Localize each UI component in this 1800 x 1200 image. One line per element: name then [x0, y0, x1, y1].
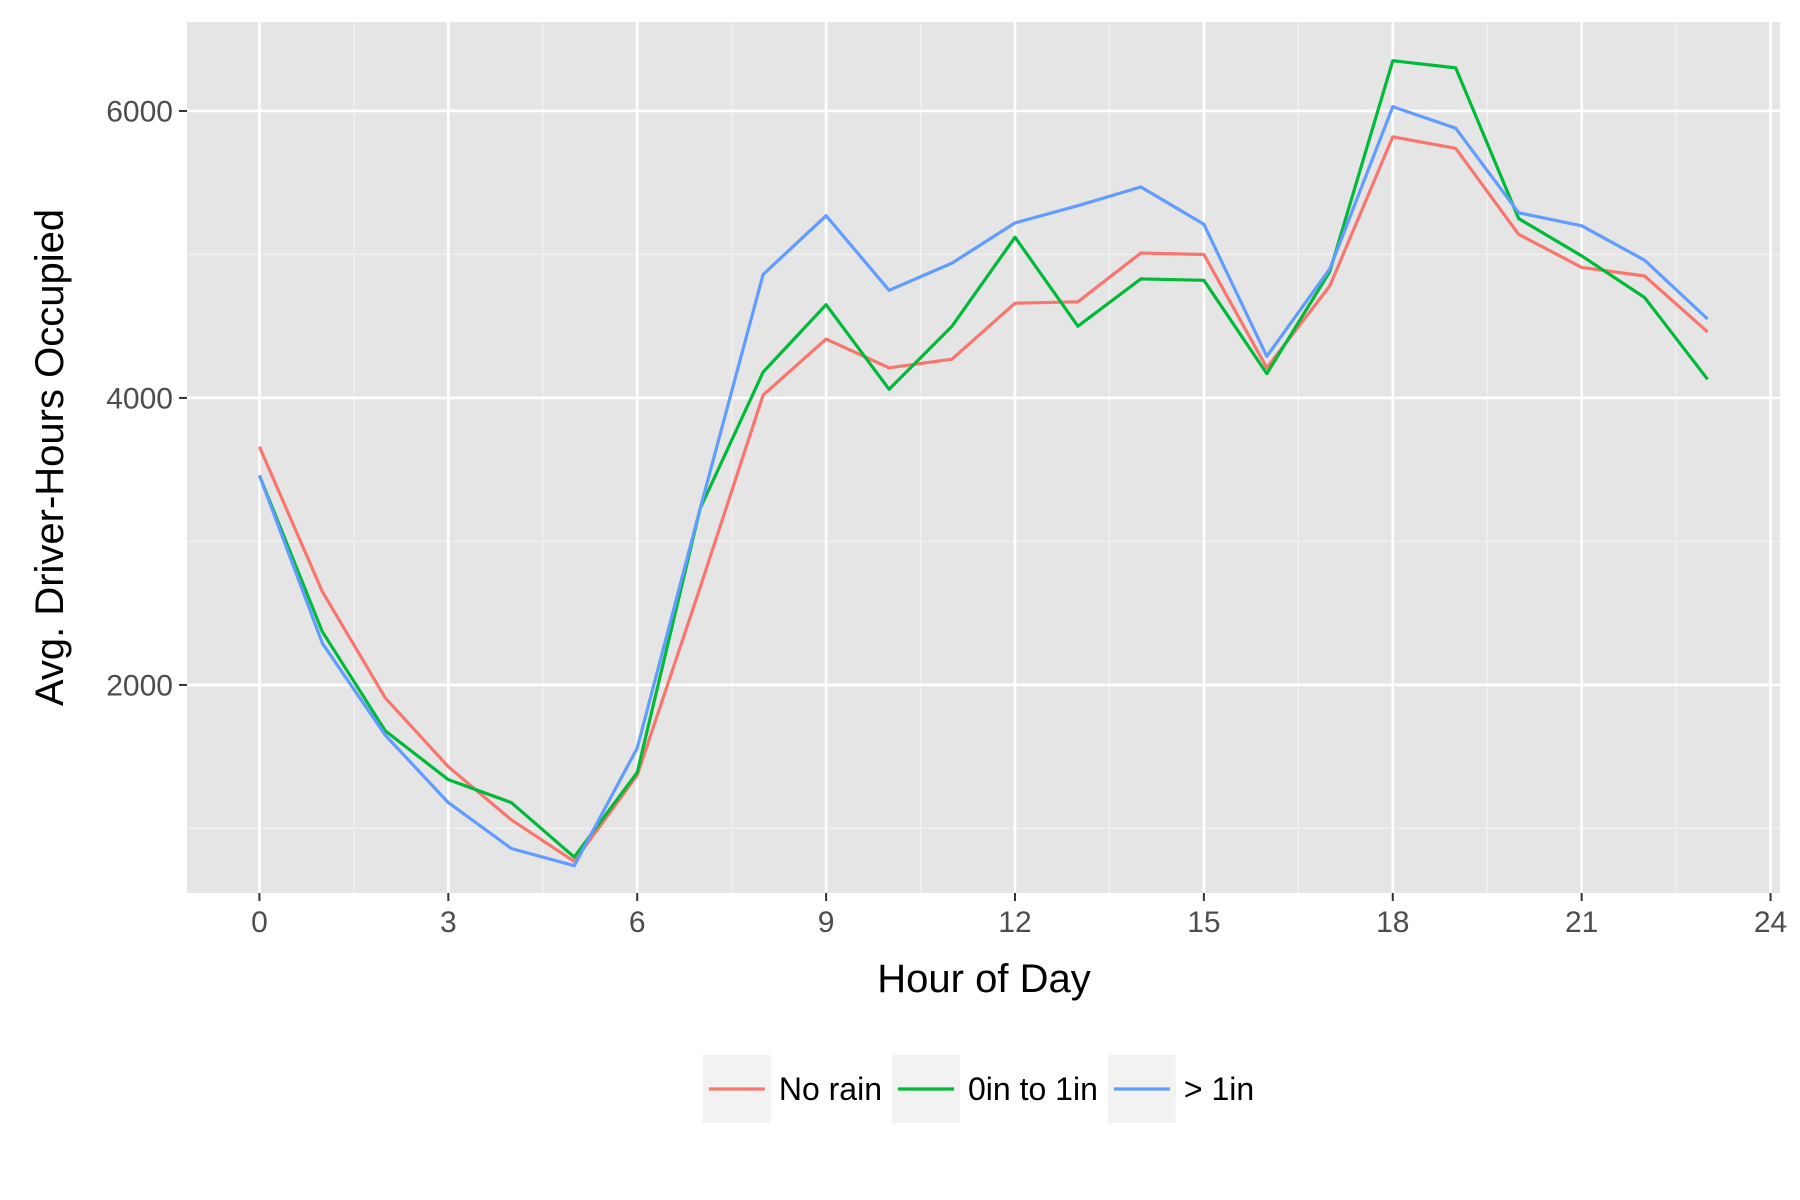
series-line: [257, 105, 1709, 868]
y-tick-labels: 2000 4000 6000: [106, 95, 173, 702]
x-tick-label: 12: [998, 906, 1031, 939]
minor-gridlines: [187, 22, 1780, 893]
plot-panel: [187, 22, 1780, 893]
axis-ticks: [179, 109, 1772, 901]
legend: No rain 0in to 1in > 1in: [702, 1055, 1254, 1123]
y-tick-label: 2000: [106, 669, 173, 702]
x-tick-label: 24: [1754, 906, 1787, 939]
legend-label: No rain: [779, 1071, 882, 1107]
series-line: [257, 135, 1709, 864]
x-tick-label: 9: [818, 906, 835, 939]
x-tick-labels: 0 3 6 9 12 15 18 21 24: [251, 906, 1787, 939]
major-gridlines: [187, 22, 1780, 893]
legend-label: > 1in: [1184, 1071, 1254, 1107]
x-tick-label: 0: [251, 906, 268, 939]
y-tick-label: 6000: [106, 95, 173, 128]
x-tick-label: 18: [1376, 906, 1409, 939]
series-line: [257, 59, 1709, 859]
x-tick-label: 21: [1565, 906, 1598, 939]
x-tick-label: 6: [629, 906, 646, 939]
y-axis-title: Avg. Driver-Hours Occupied: [28, 209, 72, 706]
x-axis-title: Hour of Day: [877, 957, 1090, 1001]
y-tick-label: 4000: [106, 382, 173, 415]
x-tick-label: 3: [440, 906, 457, 939]
x-tick-label: 15: [1187, 906, 1220, 939]
legend-label: 0in to 1in: [968, 1071, 1098, 1107]
series-lines: [257, 59, 1709, 868]
